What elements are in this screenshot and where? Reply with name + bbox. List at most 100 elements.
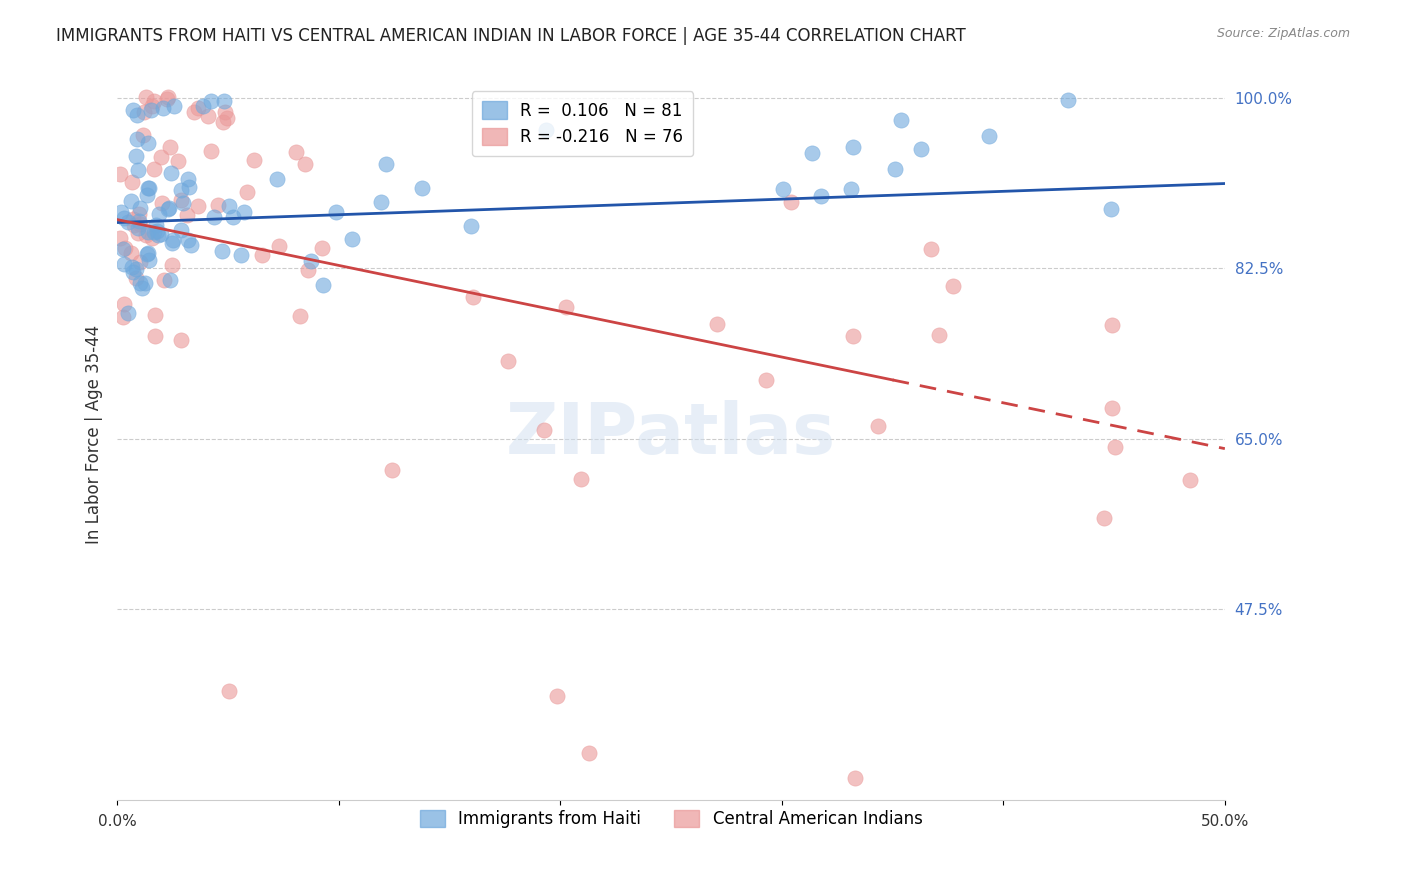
Point [125,270,148,285]
Point [143,94,166,108]
Point [138,252,160,267]
Point [236,185,259,199]
Text: 50.0%: 50.0% [1201,814,1249,830]
Point [128,217,150,231]
Point [110,204,132,219]
Point [411,181,433,195]
Point [110,167,132,181]
Point [1101,401,1123,415]
Point [910,142,932,156]
Point [928,328,950,343]
Point [121,211,143,226]
Point [145,224,167,238]
Point [143,308,166,322]
Point [920,242,942,256]
Point [149,227,172,241]
Point [176,233,198,247]
Point [211,244,233,259]
Point [112,257,135,271]
Point [152,101,174,115]
Point [111,242,134,256]
Point [114,241,136,255]
Point [146,228,169,243]
Point [141,231,163,245]
Point [1056,93,1078,107]
Point [187,199,209,213]
Point [375,157,398,171]
Point [884,162,907,177]
Point [299,253,322,268]
Point [269,239,291,253]
Point [112,296,135,310]
Point [120,246,142,260]
Point [131,281,153,295]
Point [533,423,555,437]
Point [810,188,832,202]
Text: 0.0%: 0.0% [98,814,136,830]
Point [129,255,152,269]
Text: Source: ZipAtlas.com: Source: ZipAtlas.com [1216,27,1350,40]
Point [128,214,150,228]
Point [844,771,866,785]
Point [231,248,253,262]
Point [460,219,482,234]
Point [127,162,149,177]
Point [141,99,163,113]
Point [127,220,149,235]
Point [1101,318,1123,333]
Point [1104,440,1126,454]
Point [145,218,167,232]
Point [294,157,316,171]
Point [187,101,209,115]
Point [842,328,865,343]
Point [197,109,219,123]
Point [148,207,170,221]
Point [134,105,156,120]
Point [866,418,889,433]
Point [128,207,150,221]
Point [325,205,347,219]
Point [534,123,557,137]
Point [124,218,146,232]
Point [136,225,159,239]
Point [136,188,159,202]
Point [546,689,568,703]
Point [157,90,180,104]
Point [112,310,135,325]
Point [129,276,152,290]
Point [112,211,135,226]
Point [180,237,202,252]
Point [193,99,215,113]
Point [169,183,191,197]
Point [221,210,243,224]
Point [177,179,200,194]
Point [554,300,576,314]
Point [127,226,149,240]
Text: IMMIGRANTS FROM HAITI VS CENTRAL AMERICAN INDIAN IN LABOR FORCE | AGE 35-44 CORR: IMMIGRANTS FROM HAITI VS CENTRAL AMERICA… [56,27,966,45]
Point [110,231,132,245]
Point [125,149,148,163]
Point [755,373,778,387]
Point [150,151,173,165]
Point [156,92,179,106]
Point [842,139,865,153]
Point [218,683,240,698]
Point [1180,473,1202,487]
Point [706,317,728,331]
Point [461,290,484,304]
Point [370,194,392,209]
Text: ZIPatlas: ZIPatlas [506,400,837,468]
Point [136,180,159,194]
Point [141,103,163,118]
Point [214,104,236,119]
Point [159,273,181,287]
Point [125,108,148,122]
Point [839,182,862,196]
Point [218,199,240,213]
Point [312,278,335,293]
Point [125,262,148,277]
Point [801,145,824,160]
Point [177,171,200,186]
Point [1092,511,1115,525]
Point [138,181,160,195]
